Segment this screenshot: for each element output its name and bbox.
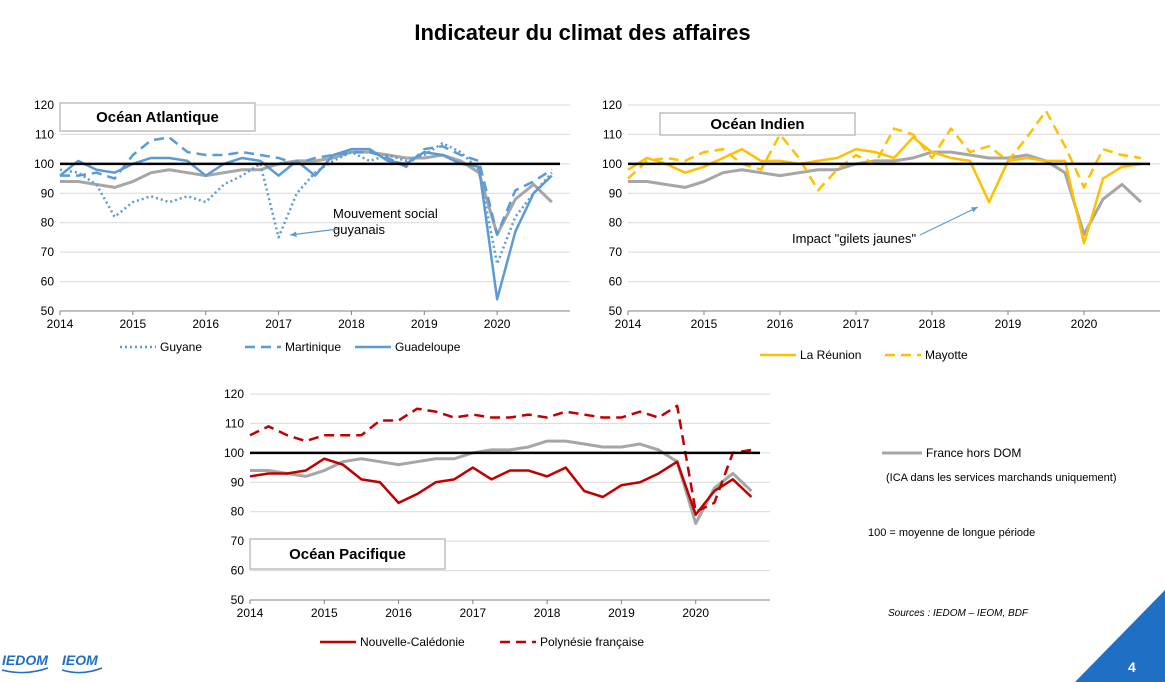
y-tick-label: 110 [225, 416, 244, 430]
chart-atlantique: 50 60 70 80 90 100 110 120 2014 2015 2016 2017 2018 2… [34, 98, 570, 354]
x-tick-label: 2016 [767, 317, 794, 331]
chart-indien: 50 60 70 80 90 100 110 120 2014 2015 2016 2017 2018 2… [602, 98, 1160, 362]
y-tick-label: 50 [41, 304, 55, 318]
x-tick-label: 2018 [919, 317, 946, 331]
x-tick-label: 2015 [691, 317, 718, 331]
y-tick-label: 80 [609, 216, 623, 230]
series-line-france-hors-dom [628, 150, 1143, 236]
legend-label: Martinique [285, 340, 341, 354]
annotation-arrow [919, 206, 979, 236]
x-tick-label: 2020 [682, 606, 709, 620]
annotation-arrowhead [290, 231, 297, 237]
x-tick-label: 2014 [615, 317, 642, 331]
y-tick-label: 50 [231, 593, 245, 607]
iedom-logo: IEDOM [1, 652, 49, 674]
series-line-nouvelle-cal-donie [249, 457, 753, 516]
base-note: 100 = moyenne de longue période [868, 527, 1036, 539]
y-tick-label: 80 [41, 216, 55, 230]
france-legend-label: France hors DOM [926, 446, 1021, 460]
y-tick-label: 80 [231, 505, 245, 519]
ica-note: (ICA dans les services marchands uniquem… [886, 472, 1117, 484]
y-tick-label: 100 [34, 157, 54, 171]
legend-label: Polynésie française [540, 635, 644, 649]
panel-label: Océan Indien [710, 116, 804, 133]
x-tick-label: 2017 [460, 606, 487, 620]
legend-label: Guyane [160, 340, 202, 354]
logos: IEDOM IEOM [1, 652, 103, 674]
france-legend: France hors DOM [882, 446, 1021, 460]
series-line-guyane [59, 142, 553, 266]
page-number-corner: 4 [1075, 590, 1165, 682]
ieom-logo-text: IEOM [62, 652, 98, 668]
panel-label-box [59, 102, 256, 132]
y-tick-label: 70 [609, 245, 623, 259]
x-tick-label: 2016 [385, 606, 412, 620]
y-tick-label: 60 [41, 275, 55, 289]
series-line-france-hors-dom [60, 150, 553, 236]
legend-label: La Réunion [800, 348, 861, 362]
x-tick-label: 2017 [843, 317, 870, 331]
annotation-text: Mouvement social [333, 206, 438, 221]
iedom-logo-text: IEDOM [2, 652, 48, 668]
y-tick-label: 70 [41, 245, 55, 259]
x-tick-label: 2018 [338, 317, 365, 331]
panel-label-box [659, 112, 856, 136]
panel-label: Océan Pacifique [289, 546, 406, 563]
x-tick-label: 2019 [411, 317, 438, 331]
annotation-text: Impact "gilets jaunes" [792, 231, 917, 246]
x-tick-label: 2019 [995, 317, 1022, 331]
sources-note: Sources : IEDOM – IEOM, BDF [888, 608, 1029, 619]
x-tick-label: 2019 [608, 606, 635, 620]
x-tick-label: 2020 [1071, 317, 1098, 331]
y-tick-label: 60 [609, 275, 623, 289]
series-line-la-r-union [627, 136, 1142, 245]
x-tick-label: 2015 [311, 606, 338, 620]
panel-label: Océan Atlantique [96, 109, 219, 126]
y-tick-label: 90 [231, 475, 245, 489]
series-line-polyn-sie-fran-aise [249, 404, 752, 513]
y-tick-label: 110 [35, 127, 54, 141]
y-tick-label: 100 [602, 157, 622, 171]
y-tick-label: 90 [609, 186, 623, 200]
y-tick-label: 110 [603, 127, 622, 141]
series-line-france-hors-dom [250, 439, 753, 525]
x-tick-label: 2014 [237, 606, 264, 620]
series-line-guadeloupe [59, 147, 553, 301]
y-tick-label: 100 [224, 446, 244, 460]
x-tick-label: 2020 [484, 317, 511, 331]
y-tick-label: 70 [231, 534, 245, 548]
x-tick-label: 2015 [120, 317, 147, 331]
y-tick-label: 60 [231, 564, 245, 578]
page-title: Indicateur du climat des affaires [414, 20, 751, 45]
legend-label: Guadeloupe [395, 340, 461, 354]
y-tick-label: 50 [609, 304, 623, 318]
y-tick-label: 120 [602, 98, 622, 112]
annotation-arrowhead [971, 207, 978, 213]
annotation-text: guyanais [333, 222, 386, 237]
x-tick-label: 2018 [534, 606, 561, 620]
legend-label: Mayotte [925, 348, 968, 362]
legend-label: Nouvelle-Calédonie [360, 635, 465, 649]
chart-pacifique: 50 60 70 80 90 100 110 120 2014 2015 2016 2017 2018 2… [224, 387, 770, 649]
page-number: 4 [1128, 659, 1136, 675]
x-tick-label: 2016 [192, 317, 219, 331]
y-tick-label: 90 [41, 186, 55, 200]
series-line-martinique [60, 136, 553, 236]
x-tick-label: 2014 [47, 317, 74, 331]
ieom-logo: IEOM [61, 652, 103, 674]
y-tick-label: 120 [34, 98, 54, 112]
y-tick-label: 120 [224, 387, 244, 401]
annotation-arrow [289, 228, 339, 236]
panel-label-box [249, 538, 446, 570]
x-tick-label: 2017 [265, 317, 292, 331]
series-line-mayotte [627, 109, 1142, 192]
